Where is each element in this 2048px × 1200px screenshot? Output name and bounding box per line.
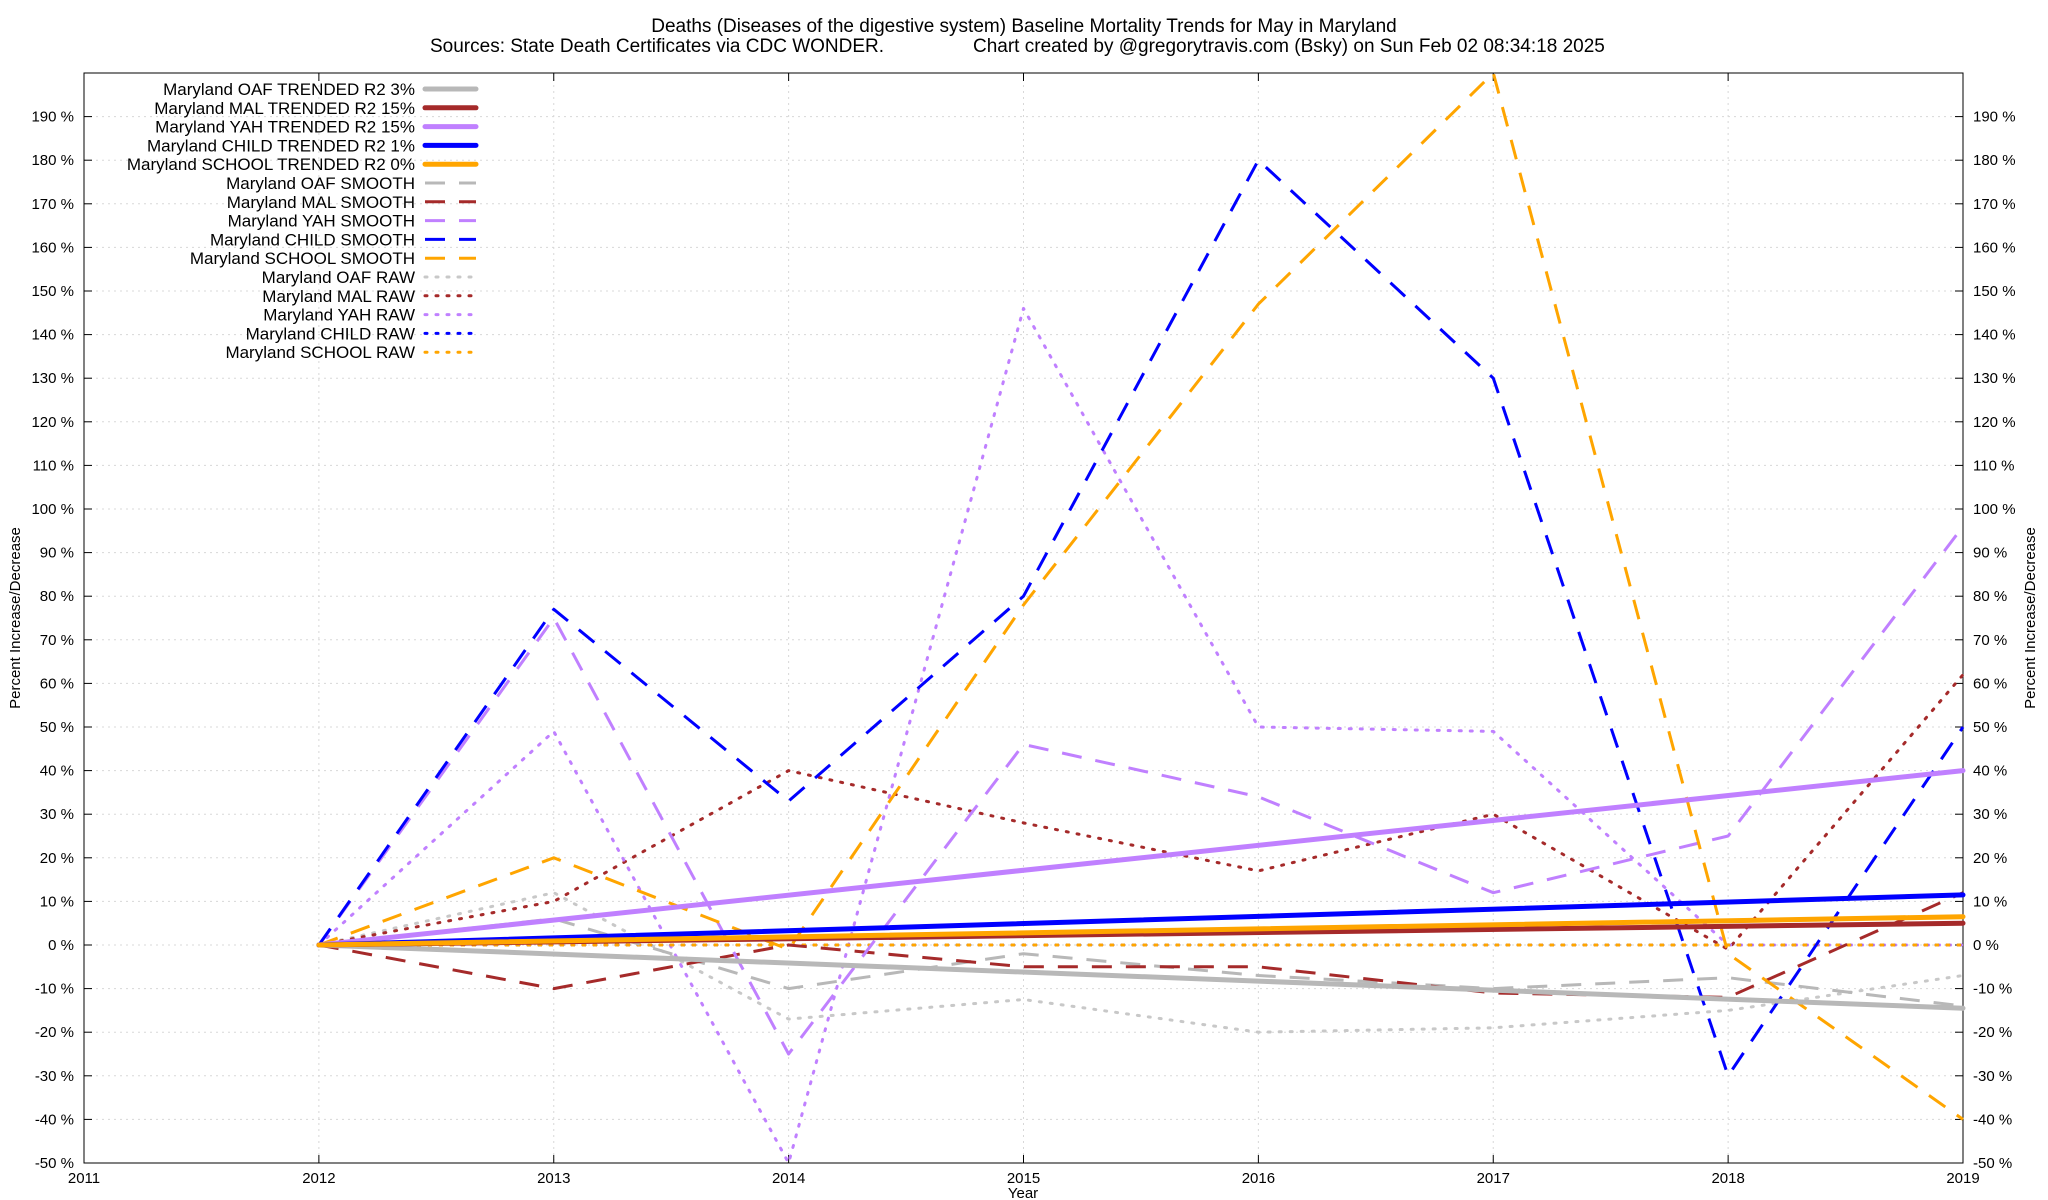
- y-tick-label-left: 0 %: [48, 937, 74, 954]
- y-tick-label-right: 140 %: [1973, 327, 2016, 344]
- y-axis-right: -50 % -40 % -30 % -20 % -10 % 0 % 10 % 20 % 30 %…: [1955, 109, 2016, 1172]
- legend-label: Maryland OAF SMOOTH: [226, 174, 415, 193]
- x-tick-label: 2018: [1711, 1170, 1744, 1187]
- y-tick-label-left: 170 %: [31, 196, 74, 213]
- legend-label: Maryland YAH SMOOTH: [228, 212, 415, 231]
- y-tick-label-right: 90 %: [1973, 545, 2007, 562]
- y-tick-label-left: 80 %: [40, 588, 74, 605]
- series-line-3: [316, 892, 1966, 948]
- y-tick-label-left: 20 %: [40, 850, 74, 867]
- legend-label: Maryland CHILD RAW: [246, 324, 415, 343]
- y-tick-label-left: 130 %: [31, 370, 74, 387]
- series-line-6: [318, 891, 1964, 999]
- y-tick-label-right: 180 %: [1973, 152, 2016, 169]
- y-tick-label-right: 40 %: [1973, 763, 2007, 780]
- y-tick-label-right: 120 %: [1973, 414, 2016, 431]
- chart-title: Deaths (Diseases of the digestive system…: [651, 16, 1397, 37]
- y-tick-label-left: -20 %: [35, 1024, 74, 1041]
- y-tick-label-right: 20 %: [1973, 850, 2007, 867]
- y-tick-label-left: 90 %: [40, 545, 74, 562]
- y-tick-label-left: -30 %: [35, 1068, 74, 1085]
- y-tick-label-right: 60 %: [1973, 675, 2007, 692]
- legend: Maryland OAF TRENDED R2 3%Maryland MAL T…: [127, 80, 479, 362]
- y-tick-label-right: -40 %: [1973, 1111, 2012, 1128]
- x-axis: 2011 2012 2013 2014 2015 2016 2017 2018 2019: [68, 73, 1980, 1187]
- chart-subtitle-right: Chart created by @gregorytravis.com (Bsk…: [973, 36, 1605, 57]
- series-line-2: [316, 768, 1966, 948]
- y-tick-label-left: 50 %: [40, 719, 74, 736]
- y-tick-label-left: -10 %: [35, 981, 74, 998]
- x-tick-label: 2015: [1007, 1170, 1040, 1187]
- y-tick-label-right: 80 %: [1973, 588, 2007, 605]
- chart-subtitle-left: Sources: State Death Certificates via CD…: [430, 36, 884, 57]
- y-tick-label-right: 110 %: [1973, 457, 2014, 474]
- y-tick-label-right: 10 %: [1973, 893, 2007, 910]
- y-tick-label-left: 160 %: [31, 239, 74, 256]
- series-line-7: [317, 525, 1965, 1056]
- legend-label: Maryland SCHOOL SMOOTH: [190, 249, 415, 268]
- y-tick-label-left: -50 %: [35, 1155, 74, 1172]
- x-tick-label: 2016: [1242, 1170, 1275, 1187]
- legend-label: Maryland YAH RAW: [263, 306, 415, 325]
- y-tick-label-right: 100 %: [1973, 501, 2016, 518]
- legend-label: Maryland CHILD TRENDED R2 1%: [147, 136, 415, 155]
- y-tick-label-right: -50 %: [1973, 1155, 2012, 1172]
- series-line-9: [318, 71, 1964, 1121]
- x-tick-label: 2017: [1477, 1170, 1510, 1187]
- y-axis-label-left: Percent Increase/Decrease: [7, 527, 24, 709]
- y-tick-label-left: 60 %: [40, 675, 74, 692]
- x-tick-label: 2019: [1946, 1170, 1979, 1187]
- y-tick-label-right: 50 %: [1973, 719, 2007, 736]
- y-tick-label-right: 30 %: [1973, 806, 2007, 823]
- legend-label: Maryland CHILD SMOOTH: [210, 230, 415, 249]
- y-tick-label-right: 170 %: [1973, 196, 2016, 213]
- legend-label: Maryland MAL TRENDED R2 15%: [154, 99, 415, 118]
- series-line-0: [316, 942, 1966, 1011]
- legend-label: Maryland OAF TRENDED R2 3%: [163, 80, 415, 99]
- x-axis-label: Year: [1008, 1185, 1038, 1200]
- legend-label: Maryland SCHOOL RAW: [225, 343, 415, 362]
- series-line-11: [317, 673, 1965, 951]
- y-tick-label-left: 180 %: [31, 152, 74, 169]
- x-tick-label: 2013: [537, 1170, 570, 1187]
- y-tick-label-left: 120 %: [31, 414, 74, 431]
- y-tick-label-left: 110 %: [33, 457, 74, 474]
- y-tick-label-right: 130 %: [1973, 370, 2016, 387]
- y-tick-label-left: 30 %: [40, 806, 74, 823]
- y-tick-label-left: 100 %: [31, 501, 74, 518]
- legend-label: Maryland MAL RAW: [262, 287, 415, 306]
- series-line-8: [317, 158, 1965, 1078]
- x-tick-label: 2011: [68, 1170, 100, 1187]
- y-tick-label-left: 10 %: [40, 893, 74, 910]
- y-tick-label-left: 140 %: [31, 327, 74, 344]
- legend-label: Maryland SCHOOL TRENDED R2 0%: [127, 155, 415, 174]
- series-line-5: [318, 917, 1964, 1008]
- y-tick-label-right: -30 %: [1973, 1068, 2012, 1085]
- y-tick-label-right: 160 %: [1973, 239, 2016, 256]
- series-line-4: [316, 914, 1966, 948]
- series-line-12: [317, 306, 1965, 1165]
- legend-label: Maryland YAH TRENDED R2 15%: [155, 118, 415, 137]
- y-tick-label-right: 190 %: [1973, 109, 2016, 126]
- y-tick-label-right: -10 %: [1973, 981, 2012, 998]
- y-tick-label-left: 190 %: [31, 109, 74, 126]
- y-tick-label-left: 70 %: [40, 632, 74, 649]
- y-axis-left: -50 % -40 % -30 % -20 % -10 % 0 % 10 % 20 % 30 %…: [31, 109, 92, 1172]
- y-tick-label-right: -20 %: [1973, 1024, 2012, 1041]
- y-tick-label-left: 150 %: [31, 283, 74, 300]
- y-tick-label-right: 70 %: [1973, 632, 2007, 649]
- y-tick-label-right: 150 %: [1973, 283, 2016, 300]
- legend-label: Maryland OAF RAW: [262, 268, 415, 287]
- x-tick-label: 2012: [302, 1170, 335, 1187]
- series-lines: [316, 71, 1966, 1165]
- y-tick-label-left: -40 %: [35, 1111, 74, 1128]
- x-tick-label: 2014: [772, 1170, 805, 1187]
- y-axis-label-right: Percent Increase/Decrease: [2022, 527, 2039, 709]
- y-tick-label-left: 40 %: [40, 763, 74, 780]
- legend-label: Maryland MAL SMOOTH: [227, 193, 415, 212]
- y-tick-label-right: 0 %: [1973, 937, 1999, 954]
